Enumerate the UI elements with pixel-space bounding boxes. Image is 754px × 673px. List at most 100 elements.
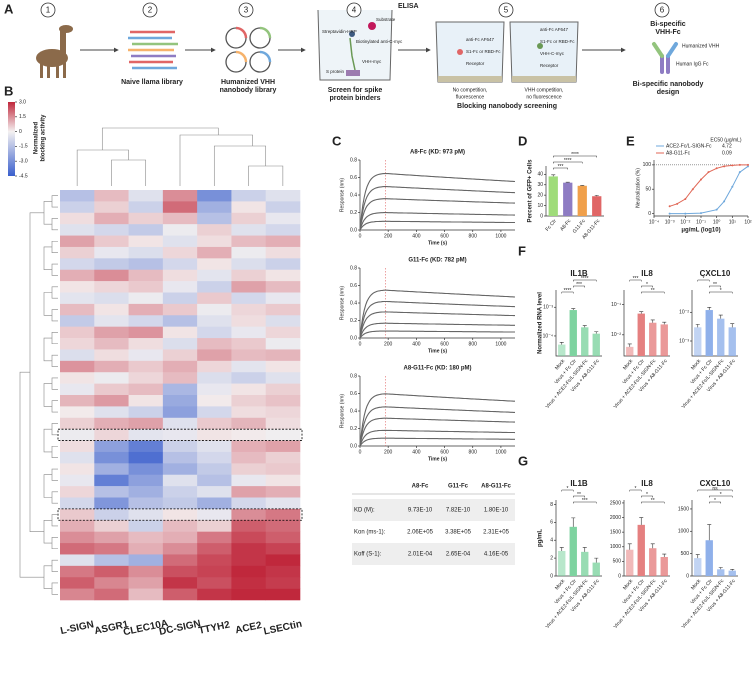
bar xyxy=(626,549,634,576)
y-tick-label: 0.6 xyxy=(350,283,357,289)
table-cell: 1.80E-10 xyxy=(484,508,509,514)
significance-label: **** xyxy=(564,288,572,294)
significance-label: * xyxy=(720,288,722,294)
plot-title: G11-Fc (KD: 782 pM) xyxy=(408,258,466,264)
x-tick-label: 1000 xyxy=(495,449,506,455)
dendrogram xyxy=(51,354,58,367)
significance-bracket xyxy=(709,495,733,498)
colorbar-title: blocking activity xyxy=(41,114,47,162)
dendrogram xyxy=(111,159,147,186)
heatmap-cell xyxy=(162,429,198,441)
heatmap-cell xyxy=(94,281,129,293)
x-tick-label: A8-Fc xyxy=(559,218,572,232)
heatmap-cell xyxy=(265,395,301,407)
step-caption: protein binders xyxy=(330,95,381,102)
heatmap-cell xyxy=(197,224,232,236)
assay-note: No competition, xyxy=(453,87,488,93)
x-tick-label: Fc Ctr xyxy=(544,218,558,233)
dendrogram xyxy=(51,286,58,299)
y-tick-label: 0.8 xyxy=(350,373,357,379)
heatmap-cell xyxy=(128,212,164,225)
y-tick-label: 0.4 xyxy=(350,192,357,198)
dendrogram xyxy=(101,127,219,150)
dendrogram xyxy=(51,309,58,322)
heatmap-cell xyxy=(94,429,129,441)
y-tick-label: 0.8 xyxy=(350,265,357,271)
heatmap-cell xyxy=(162,417,198,430)
heatmap-cell xyxy=(60,497,95,510)
heatmap-cell xyxy=(94,497,129,510)
heatmap-cell xyxy=(94,474,129,487)
assay-label: S1-Fc or RBD-Fc xyxy=(540,39,575,44)
bar xyxy=(563,182,573,216)
heatmap-cell xyxy=(231,395,267,407)
panel-label: A xyxy=(4,1,14,16)
bar xyxy=(694,327,702,356)
axes xyxy=(653,160,748,217)
x-tick-label: 10⁻¹ xyxy=(696,219,706,225)
heatmap-cell xyxy=(60,486,95,498)
heatmap-cell xyxy=(162,281,198,293)
table-cell: 2.01E-04 xyxy=(408,552,433,558)
line xyxy=(669,165,749,215)
heatmap-cell xyxy=(162,520,198,532)
heatmap-cell xyxy=(265,224,301,236)
table-header: A8-Fc xyxy=(412,484,429,490)
significance-label: * xyxy=(635,486,637,492)
x-tick-label: 10⁰ xyxy=(713,219,721,225)
column-label: L-SIGN xyxy=(59,619,94,637)
step-caption: Humanized VHH xyxy=(221,79,275,86)
error-bar xyxy=(582,325,587,328)
heatmap-cell xyxy=(265,303,301,316)
significance-label: **** xyxy=(581,276,589,282)
x-tick-label: 400 xyxy=(412,449,421,455)
heatmap-cell xyxy=(265,258,301,271)
heatmap-cell xyxy=(94,360,129,373)
x-tick-label: 10⁻² xyxy=(680,219,690,225)
heatmap-cell xyxy=(162,543,198,555)
table-row-band xyxy=(352,543,515,565)
step-title: VHH-Fc xyxy=(655,29,680,36)
axes xyxy=(359,268,515,339)
heatmap-cell xyxy=(265,212,301,225)
sensorgram xyxy=(359,172,516,231)
bar xyxy=(577,185,587,216)
heatmap-cell xyxy=(128,486,164,498)
point xyxy=(723,165,726,168)
heatmap-cell xyxy=(60,520,95,532)
heatmap-cell xyxy=(231,349,267,362)
y-tick-label: 0.0 xyxy=(350,227,357,233)
y-tick-label: 0.4 xyxy=(350,300,357,306)
heatmap-cell xyxy=(162,440,198,453)
point xyxy=(700,178,702,181)
heatmap-cell xyxy=(265,520,301,532)
dendrogram xyxy=(51,514,58,527)
colorbar-tick-label: -1.5 xyxy=(19,144,28,150)
point xyxy=(691,188,694,191)
heatmap-cell xyxy=(231,588,267,601)
heatmap-cell xyxy=(231,508,267,521)
error-bar xyxy=(662,321,667,325)
error-bar xyxy=(695,554,700,559)
point xyxy=(676,202,679,205)
significance-label: ** xyxy=(651,288,655,294)
heatmap-cell xyxy=(94,520,129,532)
bar xyxy=(660,557,668,576)
bar xyxy=(705,540,713,576)
assay-label: S1-Fc or RBD-Fc xyxy=(466,49,501,54)
significance-label: ** xyxy=(651,498,655,504)
heatmap-cell xyxy=(197,349,232,362)
assay-label: anti-Fc AF647 xyxy=(540,27,569,32)
significance-bracket xyxy=(709,285,721,288)
table-cell: 3.38E+05 xyxy=(445,530,472,536)
dendrogram xyxy=(51,491,58,504)
dendrogram xyxy=(51,195,58,208)
heatmap-cell xyxy=(94,190,129,202)
heatmap-cell xyxy=(128,383,164,396)
heatmap-cell xyxy=(162,474,198,487)
heatmap-cell xyxy=(60,440,95,453)
y-tick-label: 4 xyxy=(550,538,553,544)
heatmap-cell xyxy=(162,577,198,589)
ec50-title: EC50 (μg/mL) xyxy=(710,137,742,143)
heatmap-cell xyxy=(128,224,164,236)
